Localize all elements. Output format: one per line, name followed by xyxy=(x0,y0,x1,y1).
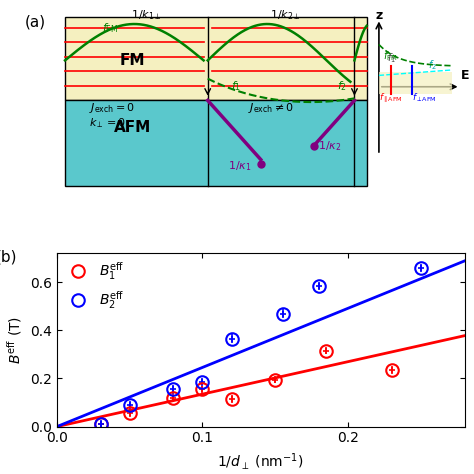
Text: $f_{\rm FM}$: $f_{\rm FM}$ xyxy=(383,49,398,63)
Text: (b): (b) xyxy=(0,250,17,265)
Text: $f_1$: $f_1$ xyxy=(231,80,241,93)
Text: $1/k_{2\perp}$: $1/k_{2\perp}$ xyxy=(270,9,301,22)
Text: $f_{\rm FM}$: $f_{\rm FM}$ xyxy=(102,21,118,35)
Legend: $B_1^{\mathrm{eff}}$, $B_2^{\mathrm{eff}}$: $B_1^{\mathrm{eff}}$, $B_2^{\mathrm{eff}… xyxy=(64,260,124,311)
Text: $f_2$: $f_2$ xyxy=(428,58,437,72)
FancyBboxPatch shape xyxy=(65,17,367,100)
Y-axis label: $B^{\mathrm{eff}}$ (T): $B^{\mathrm{eff}}$ (T) xyxy=(6,316,25,364)
Text: $1/\kappa_1$: $1/\kappa_1$ xyxy=(228,159,252,173)
Text: $\mathbf{E}$: $\mathbf{E}$ xyxy=(460,70,470,82)
Text: $f_{\perp\rm AFM}$: $f_{\perp\rm AFM}$ xyxy=(411,92,437,104)
Text: $f_1$: $f_1$ xyxy=(387,51,396,64)
FancyBboxPatch shape xyxy=(65,100,367,186)
Text: $1/\kappa_2$: $1/\kappa_2$ xyxy=(318,139,341,153)
Text: $k_\perp=0$: $k_\perp=0$ xyxy=(90,116,127,130)
Text: $1/k_{1\perp}$: $1/k_{1\perp}$ xyxy=(131,9,162,22)
X-axis label: $1/d_{\perp}$ (nm$^{-1}$): $1/d_{\perp}$ (nm$^{-1}$) xyxy=(218,451,304,472)
Text: (a): (a) xyxy=(24,15,46,30)
Text: $J_{\rm exch}\neq 0$: $J_{\rm exch}\neq 0$ xyxy=(248,101,294,115)
Text: AFM: AFM xyxy=(114,120,151,135)
Text: FM: FM xyxy=(119,53,145,68)
FancyBboxPatch shape xyxy=(379,72,452,93)
Text: $f_{\parallel\rm AFM}$: $f_{\parallel\rm AFM}$ xyxy=(379,92,402,105)
Text: $J_{\rm exch}=0$: $J_{\rm exch}=0$ xyxy=(90,101,136,115)
Text: $\mathbf{z}$: $\mathbf{z}$ xyxy=(375,9,383,22)
Text: $f_2$: $f_2$ xyxy=(337,80,347,93)
